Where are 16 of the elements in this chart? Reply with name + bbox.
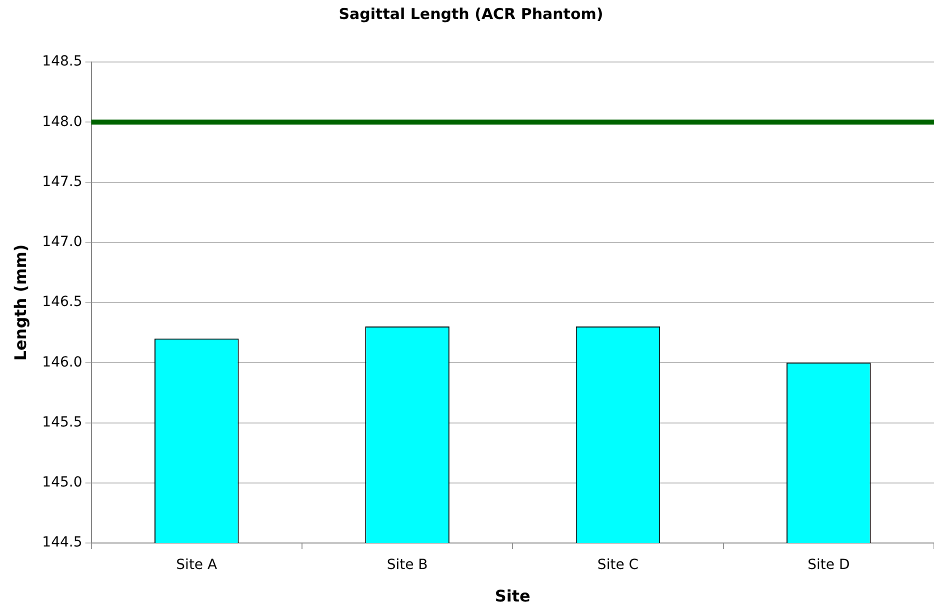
- y-tick-label: 147.0: [42, 234, 82, 250]
- y-tick-label: 147.5: [42, 174, 82, 190]
- y-tick-label: 144.5: [42, 534, 82, 551]
- chart-title: Sagittal Length (ACR Phantom): [338, 4, 604, 23]
- x-tick-label: Site C: [597, 557, 639, 574]
- y-tick-label: 145.5: [42, 414, 82, 430]
- x-tick-label: Site D: [808, 557, 850, 574]
- y-tick-label: 146.5: [42, 294, 82, 310]
- y-tick-label: 146.0: [42, 354, 82, 370]
- y-axis-title: Length (mm): [10, 244, 30, 361]
- y-tick-label: 148.0: [42, 114, 82, 130]
- x-axis-title: Site: [494, 586, 531, 606]
- y-tick-label: 148.5: [42, 54, 82, 70]
- y-tick-label: 145.0: [42, 474, 82, 491]
- x-tick-label: Site A: [176, 557, 218, 574]
- x-tick-label: Site B: [386, 557, 428, 574]
